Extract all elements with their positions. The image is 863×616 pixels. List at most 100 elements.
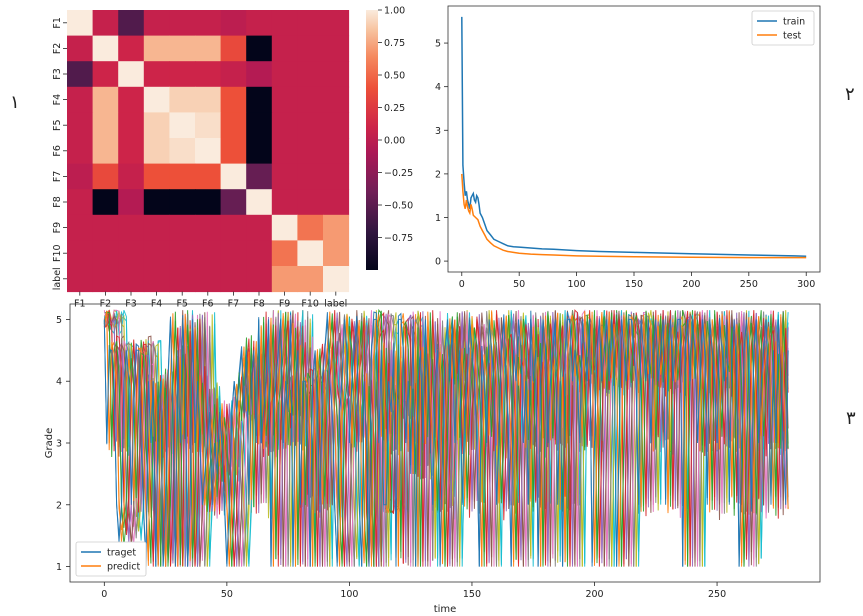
heatmap-cell [323, 10, 350, 37]
heatmap-cell [246, 266, 273, 293]
grade-x-tick-label: 250 [708, 589, 726, 600]
heatmap-row-label: F4 [52, 94, 63, 106]
heatmap-cell [220, 112, 247, 139]
heatmap-cell [220, 266, 247, 293]
grade-legend-label: traget [107, 548, 136, 559]
grade-x-axis-label: time [434, 604, 457, 615]
colorbar-tick-label: 0.50 [384, 71, 405, 82]
heatmap-cell [92, 86, 119, 113]
loss-x-tick-label: 150 [625, 279, 643, 290]
heatmap-cell [169, 138, 196, 165]
heatmap-cell [143, 61, 170, 88]
grade-x-tick-label: 50 [221, 589, 233, 600]
panel-label-3: ٣ [846, 408, 856, 429]
heatmap-cell [246, 35, 273, 62]
heatmap-row-label: F2 [52, 43, 63, 55]
heatmap-cell [67, 112, 94, 139]
heatmap-cell [297, 240, 324, 267]
panel-label-2: ٢ [845, 84, 855, 105]
colorbar-tick-label: −0.25 [384, 168, 413, 179]
heatmap-cell [220, 86, 247, 113]
heatmap-cell [271, 266, 298, 293]
heatmap-cell [118, 214, 145, 241]
heatmap-cell [220, 10, 247, 37]
heatmap-cell [92, 214, 119, 241]
heatmap-cell [143, 112, 170, 139]
heatmap-cell [143, 163, 170, 190]
heatmap-cell [169, 266, 196, 293]
heatmap-cell [297, 86, 324, 113]
heatmap-cell [118, 240, 145, 267]
heatmap-cell [92, 61, 119, 88]
heatmap-cell [271, 61, 298, 88]
heatmap-cell [169, 10, 196, 37]
grade-series-line [103, 318, 789, 567]
grade-line-chart: 0 50 100 150 200 250 1 2 3 4 5 time Grade traget predi… [44, 303, 821, 615]
heatmap-cell [67, 214, 94, 241]
heatmap-cell [67, 189, 94, 216]
grade-y-tick-label: 1 [56, 562, 62, 573]
loss-line-chart: 0 50 100 150 200 250 300 0 1 2 3 4 5 train test [435, 5, 821, 290]
heatmap-cell [271, 214, 298, 241]
heatmap-cell [67, 266, 94, 293]
heatmap-colorbar: 1.00 0.75 0.50 0.25 0.00 −0.25 −0.50 −0.75 [366, 6, 413, 270]
heatmap-cell [195, 10, 222, 37]
heatmap-cell [246, 189, 273, 216]
loss-legend-box [751, 10, 815, 46]
heatmap-cell [297, 189, 324, 216]
grade-x-tick-label: 150 [463, 589, 481, 600]
heatmap-cell [67, 10, 94, 37]
colorbar-tick-label: 0.00 [384, 136, 405, 147]
loss-legend-label: train [783, 17, 805, 28]
heatmap-cell [246, 86, 273, 113]
panel-label-1: ١ [10, 92, 20, 113]
heatmap-row-label: F8 [52, 196, 63, 208]
heatmap-cell [169, 240, 196, 267]
heatmap-cell [118, 112, 145, 139]
heatmap-cell [92, 138, 119, 165]
heatmap-cell [323, 138, 350, 165]
heatmap-cell [271, 163, 298, 190]
heatmap-cell [169, 112, 196, 139]
loss-x-tick-label: 250 [740, 279, 758, 290]
heatmap-cell [118, 61, 145, 88]
heatmap-cell [67, 138, 94, 165]
loss-y-tick-label: 5 [435, 39, 441, 50]
grade-x-tick-label: 0 [101, 589, 107, 600]
heatmap-cell [195, 86, 222, 113]
heatmap-cell [220, 163, 247, 190]
heatmap-cell [220, 35, 247, 62]
heatmap-row-label: F9 [52, 222, 63, 234]
heatmap-cell [118, 163, 145, 190]
heatmap-cell [195, 163, 222, 190]
heatmap-cell [246, 112, 273, 139]
heatmap-cell [297, 163, 324, 190]
heatmap-cell [220, 189, 247, 216]
heatmap-cell [195, 138, 222, 165]
grade-legend-label: predict [107, 562, 140, 573]
heatmap-cell [323, 112, 350, 139]
heatmap-cell [143, 35, 170, 62]
heatmap-cell [169, 86, 196, 113]
heatmap-cell [195, 240, 222, 267]
heatmap-cell [271, 240, 298, 267]
loss-y-tick-label: 0 [435, 257, 441, 268]
colorbar-tick-label: −0.75 [384, 233, 413, 244]
heatmap-cell [169, 163, 196, 190]
heatmap-cell [118, 266, 145, 293]
heatmap-cell [118, 138, 145, 165]
heatmap-cell [67, 163, 94, 190]
grade-y-tick-label: 5 [56, 315, 62, 326]
loss-y-tick-label: 3 [435, 126, 441, 137]
grade-x-tick-label: 100 [340, 589, 358, 600]
heatmap-cell [297, 61, 324, 88]
heatmap-row-label: F7 [52, 171, 63, 183]
heatmap-cell [67, 86, 94, 113]
loss-x-tick-label: 300 [797, 279, 815, 290]
heatmap-cell [143, 86, 170, 113]
heatmap-cell [118, 86, 145, 113]
heatmap-cell [323, 189, 350, 216]
loss-series-test [461, 173, 807, 259]
loss-y-tick-label: 1 [435, 213, 441, 224]
